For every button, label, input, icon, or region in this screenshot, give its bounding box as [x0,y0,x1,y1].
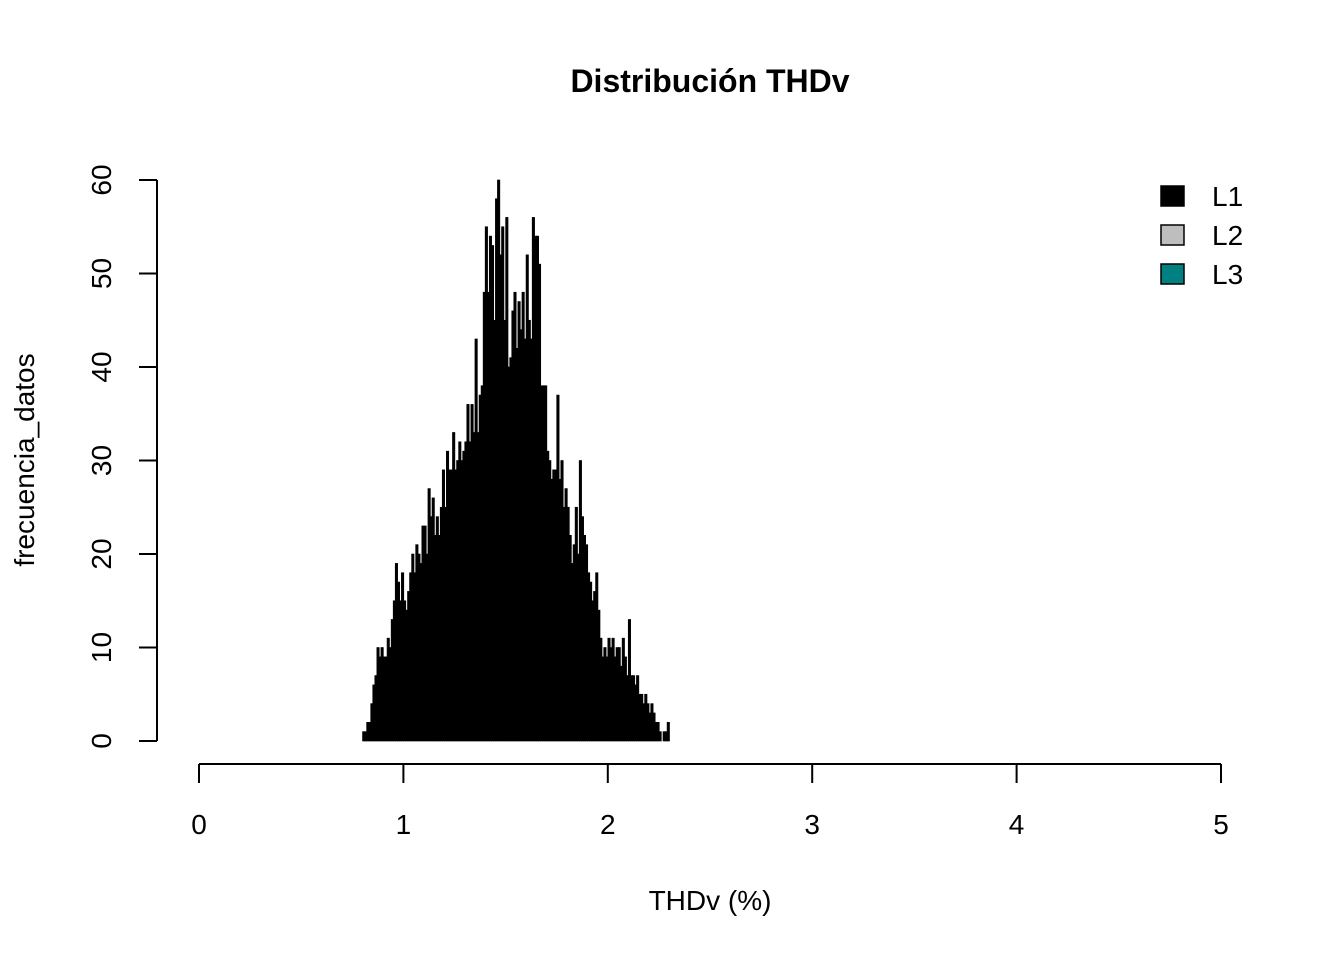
x-tick-label: 3 [804,809,820,840]
histogram-bar [658,731,662,742]
y-tick-label: 50 [86,258,117,289]
y-axis: 0 10 20 30 40 50 60 [86,164,158,749]
legend-label: L2 [1212,220,1243,251]
legend-label: L1 [1212,181,1243,212]
x-tick-label: 2 [600,809,616,840]
legend-swatch [1160,185,1185,207]
y-tick-label: 20 [86,538,117,569]
y-tick-label: 10 [86,632,117,663]
x-axis: 0 1 2 3 4 5 [191,763,1229,840]
y-axis-label: frecuencia_datos [9,353,40,566]
y-tick-label: 40 [86,351,117,382]
x-tick-label: 0 [191,809,207,840]
x-axis-label: THDv (%) [649,885,772,916]
y-tick-label: 0 [86,733,117,749]
histogram-bar [666,721,670,742]
x-tick-label: 4 [1009,809,1025,840]
histogram-bars [362,179,670,742]
legend-swatch [1160,224,1185,246]
y-tick-label: 60 [86,164,117,195]
legend-label: L3 [1212,259,1243,290]
x-tick-label: 1 [396,809,412,840]
y-tick-label: 30 [86,445,117,476]
x-tick-label: 5 [1213,809,1229,840]
legend-swatch [1160,263,1185,285]
chart-title: Distribución THDv [570,63,849,99]
legend: L1 L2 L3 [1160,181,1243,290]
